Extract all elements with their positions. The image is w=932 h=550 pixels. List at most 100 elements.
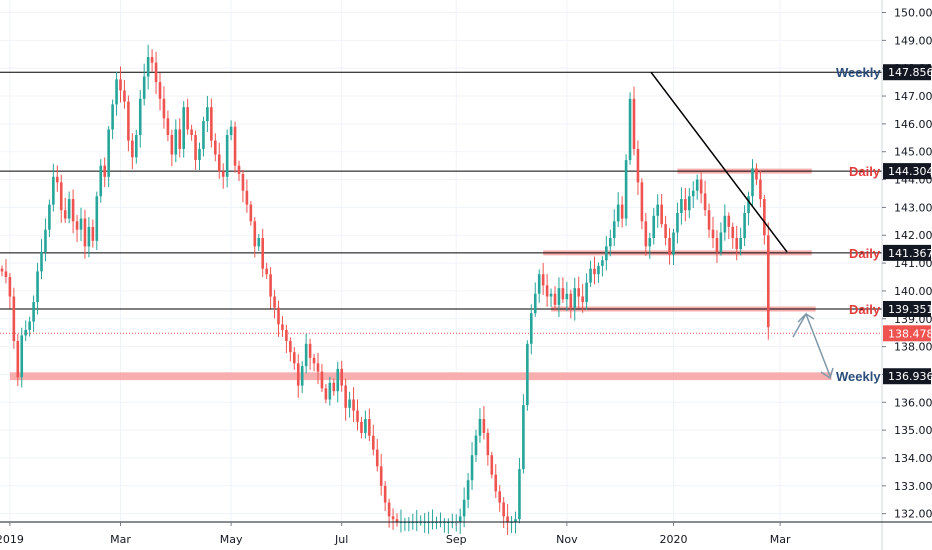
candle-body — [640, 182, 644, 222]
candle-body — [541, 274, 545, 286]
candle-body — [154, 62, 158, 83]
candle-body — [40, 251, 43, 272]
candle-body — [372, 435, 375, 450]
candle-body — [111, 104, 114, 130]
price-tick-label: 132.000 — [894, 508, 932, 521]
candle-body — [565, 293, 569, 300]
candle-body — [324, 388, 328, 400]
candle-body — [119, 79, 122, 91]
time-tick-label: Mar — [770, 533, 791, 546]
candle-body — [198, 148, 201, 161]
candle-body — [296, 363, 300, 386]
time-axis[interactable]: 2019 Mar May Jul Sep Nov 2020 Mar — [0, 522, 791, 546]
candle-body — [115, 79, 118, 105]
plot-area[interactable] — [0, 0, 882, 522]
candle-body — [79, 218, 83, 230]
candle-body — [522, 405, 525, 470]
price-tick-label: 150.000 — [894, 7, 932, 20]
candle-body — [229, 126, 233, 136]
candle-body — [348, 399, 351, 408]
candle-body — [703, 193, 707, 211]
tag-current-label: 138.478 — [888, 327, 932, 340]
candle-body — [356, 410, 359, 422]
candle-body — [573, 288, 577, 308]
candle-body — [731, 226, 735, 239]
price-tick-label: 145.000 — [894, 146, 932, 159]
candle-body — [715, 238, 719, 252]
candle-body — [526, 343, 529, 406]
candle-body — [312, 357, 316, 364]
candle-body — [518, 469, 521, 520]
candle-body — [182, 107, 185, 149]
label-daily-1: Daily — [849, 164, 881, 179]
candle-body — [269, 274, 272, 297]
candle-body — [127, 101, 130, 141]
candle-body — [652, 215, 656, 239]
candle-body — [684, 199, 687, 211]
candle-body — [91, 226, 95, 241]
candle-body — [593, 268, 596, 275]
candle-body — [375, 449, 379, 467]
trend-line — [650, 71, 788, 253]
weekly-zone-bottom — [9, 372, 832, 381]
candle-body — [71, 199, 75, 222]
candle-body — [660, 204, 663, 225]
candle-body — [253, 221, 257, 247]
tag-weekly-top-bg — [883, 64, 931, 81]
candle-body — [466, 480, 470, 500]
candle-body — [553, 293, 557, 305]
candle-body — [537, 274, 541, 294]
candle-body — [632, 98, 636, 149]
candle-body — [44, 229, 47, 252]
tag-daily-1-label: 144.304 — [888, 165, 932, 178]
tag-daily-1-bg — [883, 163, 931, 180]
candle-body — [277, 307, 280, 325]
candle-body — [581, 296, 584, 303]
candle-body — [644, 221, 648, 247]
candle-body — [186, 107, 189, 130]
candle-body — [316, 363, 320, 372]
price-tick-label: 140.000 — [894, 285, 932, 298]
candle-body — [32, 302, 35, 322]
candle-body — [52, 176, 55, 205]
candle-body — [293, 352, 296, 364]
candle-body — [751, 168, 754, 197]
candle-body — [767, 235, 770, 328]
candle-body — [95, 196, 99, 241]
candle-body — [597, 265, 600, 275]
candle-body — [135, 135, 138, 158]
candle-body — [502, 502, 505, 517]
candle-body — [166, 118, 170, 136]
candle-body — [605, 246, 608, 261]
candle-body — [36, 271, 39, 303]
price-tick-label: 146.000 — [894, 118, 932, 131]
candle-body — [202, 121, 205, 149]
candle-body — [28, 321, 31, 330]
candle-body — [158, 82, 162, 99]
candle-body — [150, 57, 154, 63]
candle-body — [688, 196, 691, 211]
candle-body — [494, 474, 498, 492]
time-tick-label: Nov — [556, 533, 578, 546]
candle-body — [364, 418, 367, 433]
candles — [0, 44, 770, 535]
arrow-head-down — [820, 367, 834, 380]
price-tick-label: 135.000 — [894, 424, 932, 437]
candle-body — [138, 98, 142, 136]
candle-body — [664, 224, 667, 239]
candle-body — [75, 221, 79, 230]
candle-body — [245, 190, 249, 205]
time-tick-label: Sep — [446, 533, 467, 546]
candle-body — [735, 238, 738, 250]
candle-body — [691, 190, 695, 197]
candle-body — [498, 491, 501, 503]
candle-body — [676, 212, 679, 233]
candle-body — [63, 210, 67, 219]
candle-body — [103, 165, 106, 177]
candle-body — [723, 215, 727, 233]
candle-body — [549, 293, 553, 297]
price-axis[interactable]: 132.000133.000134.000135.000136.000137.0… — [882, 7, 932, 521]
candle-body — [699, 179, 703, 194]
candle-body — [719, 232, 723, 252]
